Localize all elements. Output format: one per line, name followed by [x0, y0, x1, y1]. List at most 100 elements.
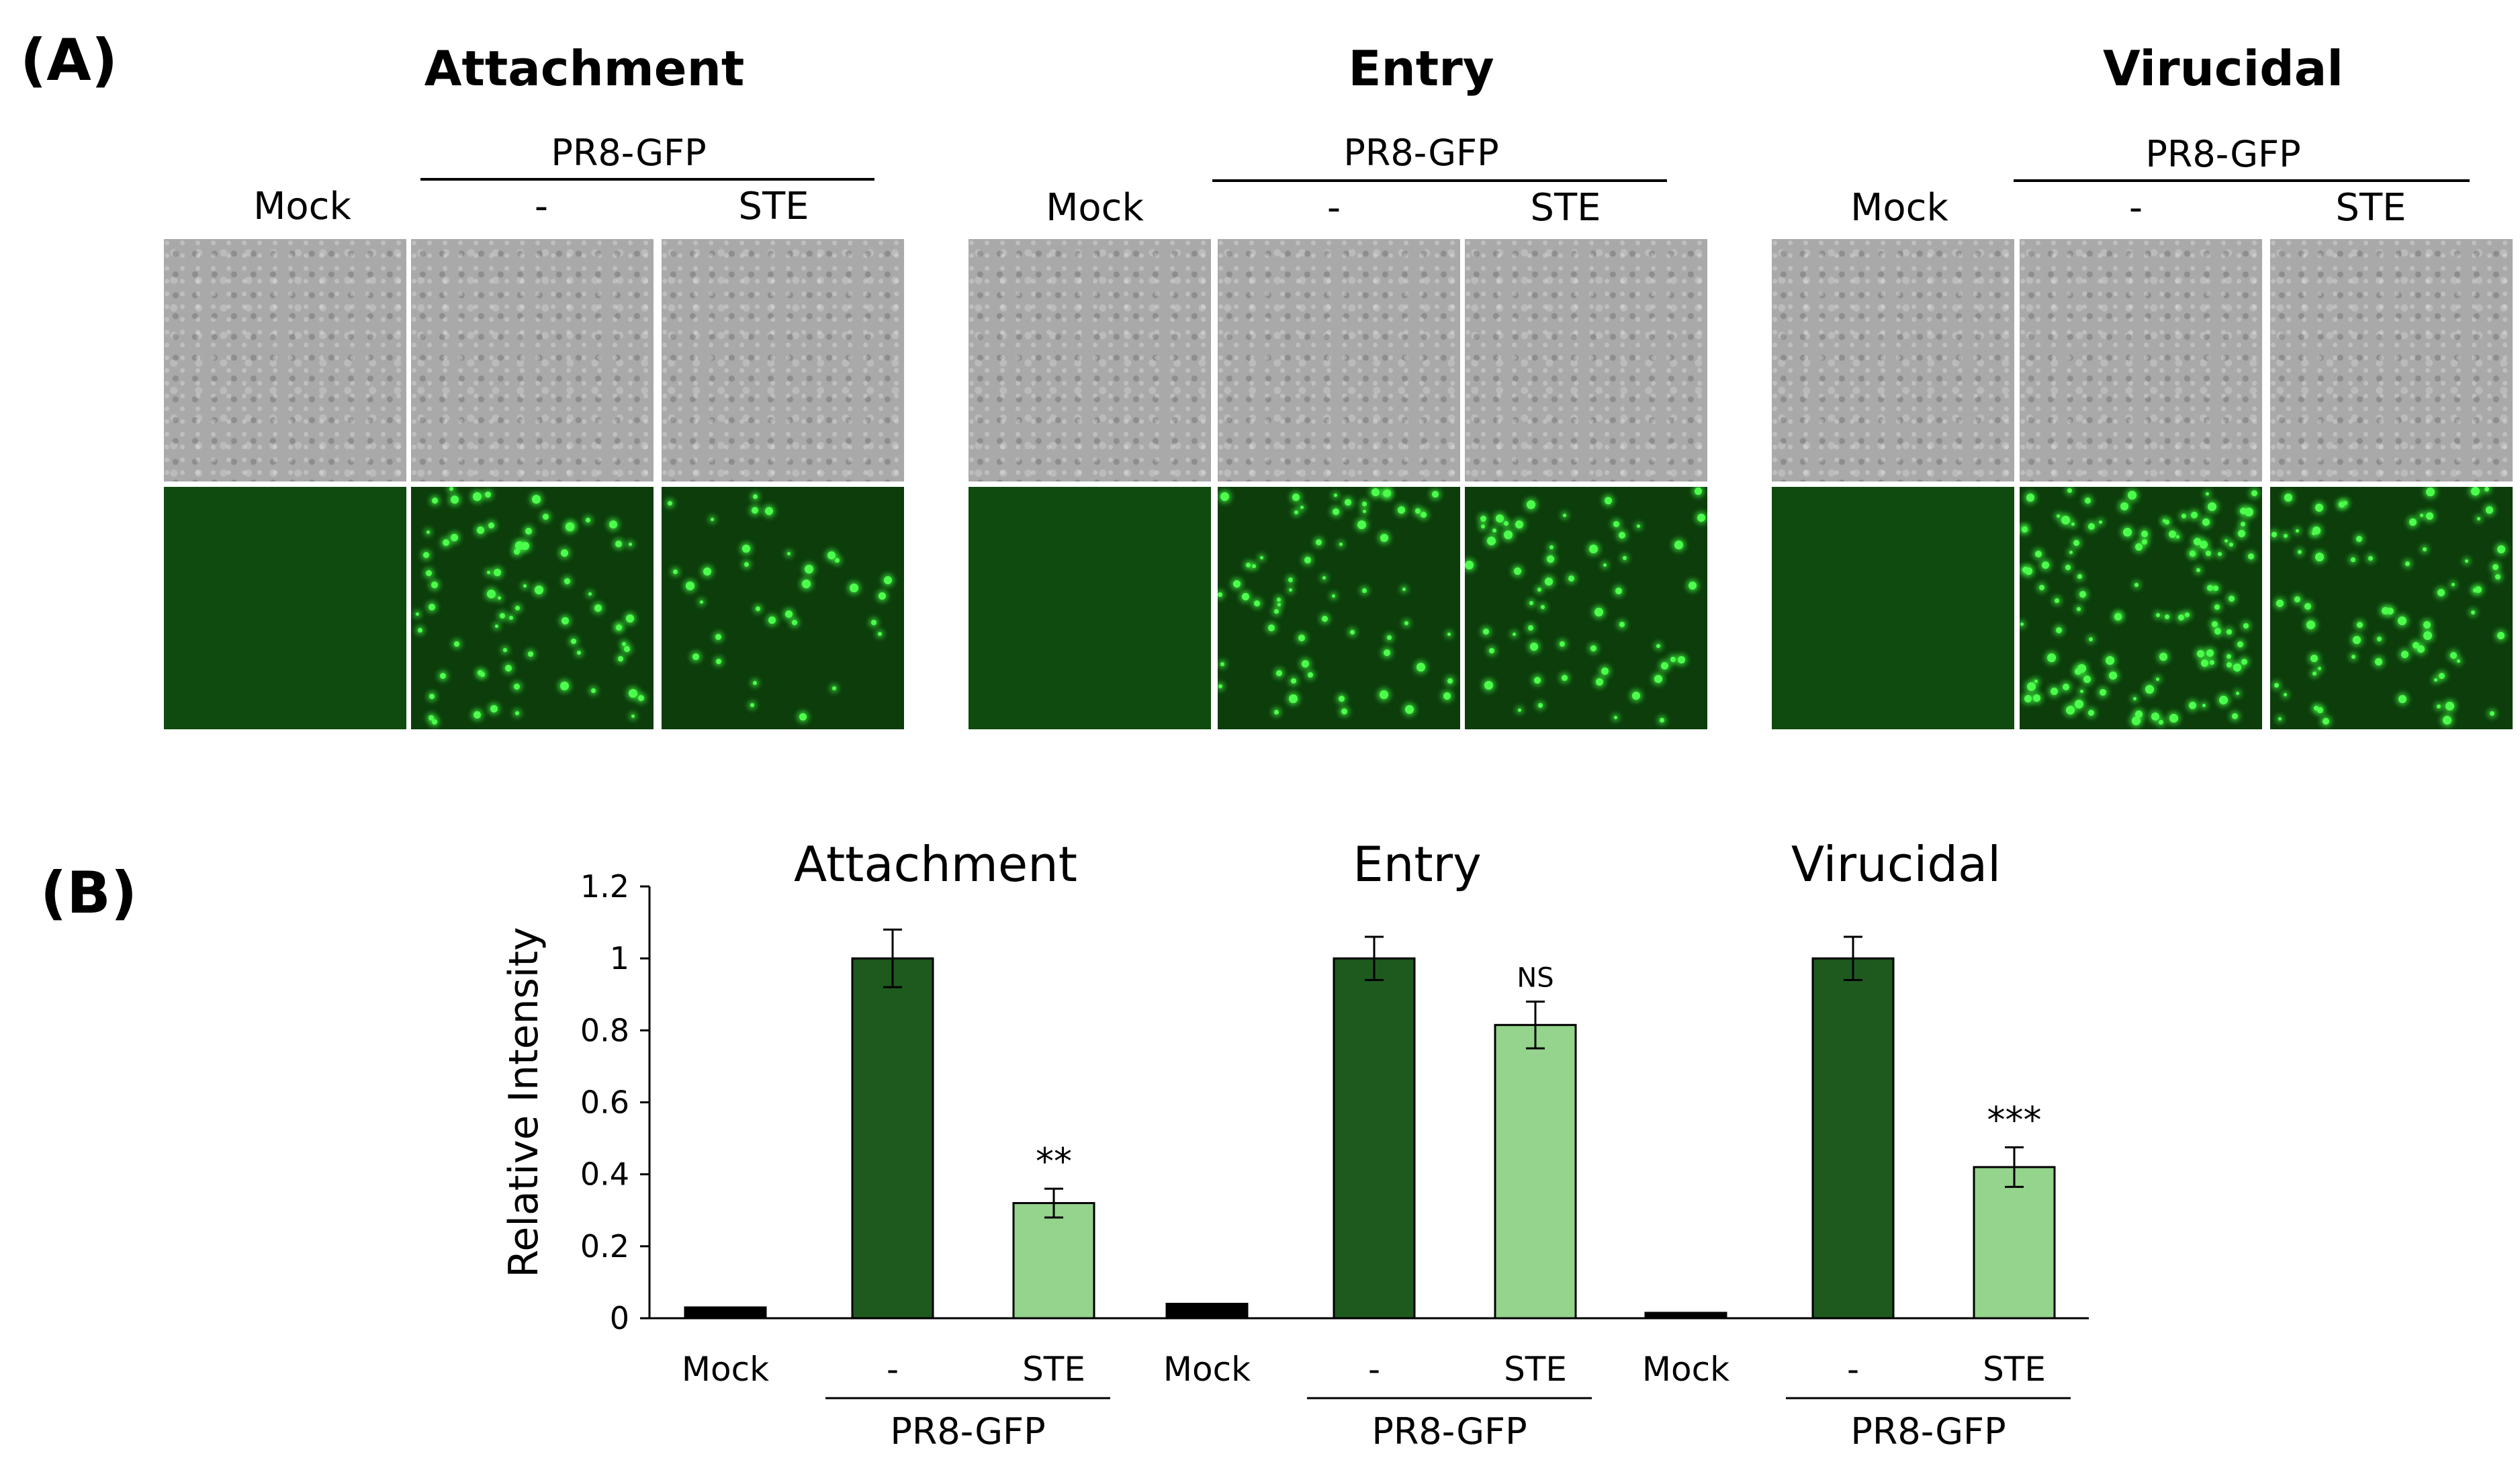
- gfp-cell-dot: [2109, 672, 2117, 680]
- gfp-cell-dot: [711, 518, 714, 521]
- gfp-cell-dot: [1605, 497, 1612, 504]
- gfp-cell-dot: [2437, 704, 2441, 708]
- gfp-cell-dot: [1345, 499, 1351, 506]
- gfp-cell-dot: [2284, 534, 2288, 538]
- gfp-cell-dot: [1562, 675, 1568, 681]
- gfp-cell-dot: [532, 495, 541, 504]
- gfp-cell-dot: [1402, 588, 1406, 591]
- gfp-cell-dot: [1298, 635, 1305, 641]
- gfp-cell-dot: [1513, 633, 1516, 636]
- gfp-cell-dot: [768, 616, 776, 624]
- gfp-cell-dot: [832, 686, 836, 690]
- y-axis-label: Relative Intensity: [500, 927, 547, 1277]
- gfp-cell-dot: [2423, 621, 2431, 629]
- gfp-cell-dot: [432, 719, 437, 725]
- gfp-cell-dot: [480, 672, 485, 677]
- fluorescence-image-attachment-virus: [411, 487, 654, 729]
- bar: [1165, 1303, 1249, 1320]
- gfp-cell-dot: [1589, 545, 1598, 553]
- gfp-cell-dot: [1678, 656, 1685, 663]
- brightfield-image-attachment-virus: [411, 239, 654, 481]
- gfp-cell-dot: [2208, 502, 2216, 511]
- gfp-cell-dot: [2200, 541, 2208, 549]
- gfp-cell-dot: [1404, 621, 1408, 625]
- gfp-cell-dot: [2426, 488, 2435, 496]
- gfp-cell-dot: [2085, 498, 2091, 504]
- gfp-cell-dot: [2145, 685, 2154, 694]
- gfp-cell-dot: [1288, 578, 1293, 582]
- gfp-cell-dot: [485, 492, 491, 498]
- gfp-cell-dot: [2294, 596, 2300, 602]
- y-tick-label: 1: [610, 940, 629, 976]
- gfp-cell-dot: [1637, 524, 1640, 528]
- gfp-cell-dot: [429, 604, 435, 610]
- gfp-cell-dot: [686, 582, 694, 590]
- gfp-cell-dot: [2073, 540, 2079, 546]
- gfp-cell-dot: [1613, 521, 1619, 527]
- gfp-cell-dot: [2123, 528, 2132, 537]
- gfp-cell-dot: [1416, 663, 1425, 672]
- gfp-cell-dot: [1260, 556, 1263, 559]
- gfp-cell-dot: [2473, 588, 2477, 592]
- x-category-label: Mock: [1642, 1350, 1729, 1389]
- gfp-cell-dot: [2156, 613, 2160, 617]
- gfp-cell-dot: [2176, 535, 2179, 539]
- gfp-cell-dot: [2214, 604, 2220, 610]
- gfp-cell-dot: [2492, 564, 2499, 570]
- gfp-cell-dot: [515, 606, 520, 610]
- gfp-cell-dot: [2317, 707, 2323, 713]
- gfp-cell-dot: [1619, 622, 1625, 627]
- gfp-cell-dot: [765, 507, 773, 515]
- gfp-cell-dot: [1333, 508, 1339, 515]
- gfp-cell-dot: [561, 549, 568, 557]
- gfp-cell-dot: [1590, 645, 1596, 651]
- gfp-cell-dot: [594, 604, 602, 612]
- gfp-cell-dot: [2417, 645, 2425, 653]
- gfp-cell-dot: [2201, 659, 2208, 667]
- gfp-cell-dot: [560, 682, 569, 690]
- gfp-cell-dot: [1594, 608, 1603, 616]
- col-label-ste: STE: [738, 185, 809, 228]
- gfp-cell-dot: [2465, 559, 2468, 563]
- brightfield-image-attachment-ste: [662, 239, 904, 481]
- gfp-cell-dot: [805, 565, 813, 573]
- brightfield-image-entry-ste: [1465, 239, 1707, 481]
- gfp-cell-dot: [1387, 635, 1392, 640]
- gfp-cell-dot: [878, 632, 882, 636]
- bar: [1333, 957, 1416, 1320]
- gfp-cell-dot: [1218, 592, 1222, 597]
- bar: [684, 1306, 767, 1320]
- x-category-label: STE: [1504, 1350, 1567, 1389]
- gfp-cell-dot: [1362, 502, 1367, 506]
- gfp-cell-dot: [2159, 720, 2163, 725]
- gfp-cell-dot: [564, 578, 570, 584]
- fluorescence-image-entry-mock: [969, 487, 1211, 729]
- gfp-cell-dot: [1363, 510, 1366, 513]
- gfp-cell-dot: [1218, 684, 1222, 688]
- gfp-cell-dot: [509, 616, 513, 620]
- gfp-cell-dot: [618, 656, 623, 661]
- gfp-cell-dot: [2413, 642, 2419, 649]
- gfp-cell-dot: [2075, 700, 2083, 708]
- gfp-cell-dot: [521, 542, 529, 550]
- gfp-cell-dot: [1481, 524, 1485, 529]
- gfp-cell-dot: [2401, 651, 2409, 658]
- gfp-cell-dot: [2490, 711, 2494, 716]
- gfp-cell-dot: [2298, 550, 2302, 554]
- gfp-cell-dot: [1496, 514, 1504, 522]
- panel-b-label: (B): [40, 860, 138, 927]
- gfp-cell-dot: [1483, 629, 1489, 635]
- gfp-cell-dot: [1398, 506, 1405, 514]
- gfp-cell-dot: [2312, 526, 2321, 535]
- gfp-cell-dot: [1341, 708, 1347, 715]
- gfp-cell-dot: [1537, 588, 1541, 592]
- gfp-cell-dot: [2343, 501, 2347, 505]
- gfp-cell-dot: [1380, 690, 1388, 699]
- gfp-cell-dot: [2226, 662, 2232, 668]
- gfp-cell-dot: [2375, 658, 2382, 665]
- y-tick-label: 0.4: [580, 1156, 629, 1193]
- gfp-cell-dot: [2475, 586, 2482, 593]
- gfp-cell-dot: [2020, 623, 2024, 626]
- col-label-virus: -: [534, 185, 549, 228]
- gfp-cell-dot: [494, 569, 501, 576]
